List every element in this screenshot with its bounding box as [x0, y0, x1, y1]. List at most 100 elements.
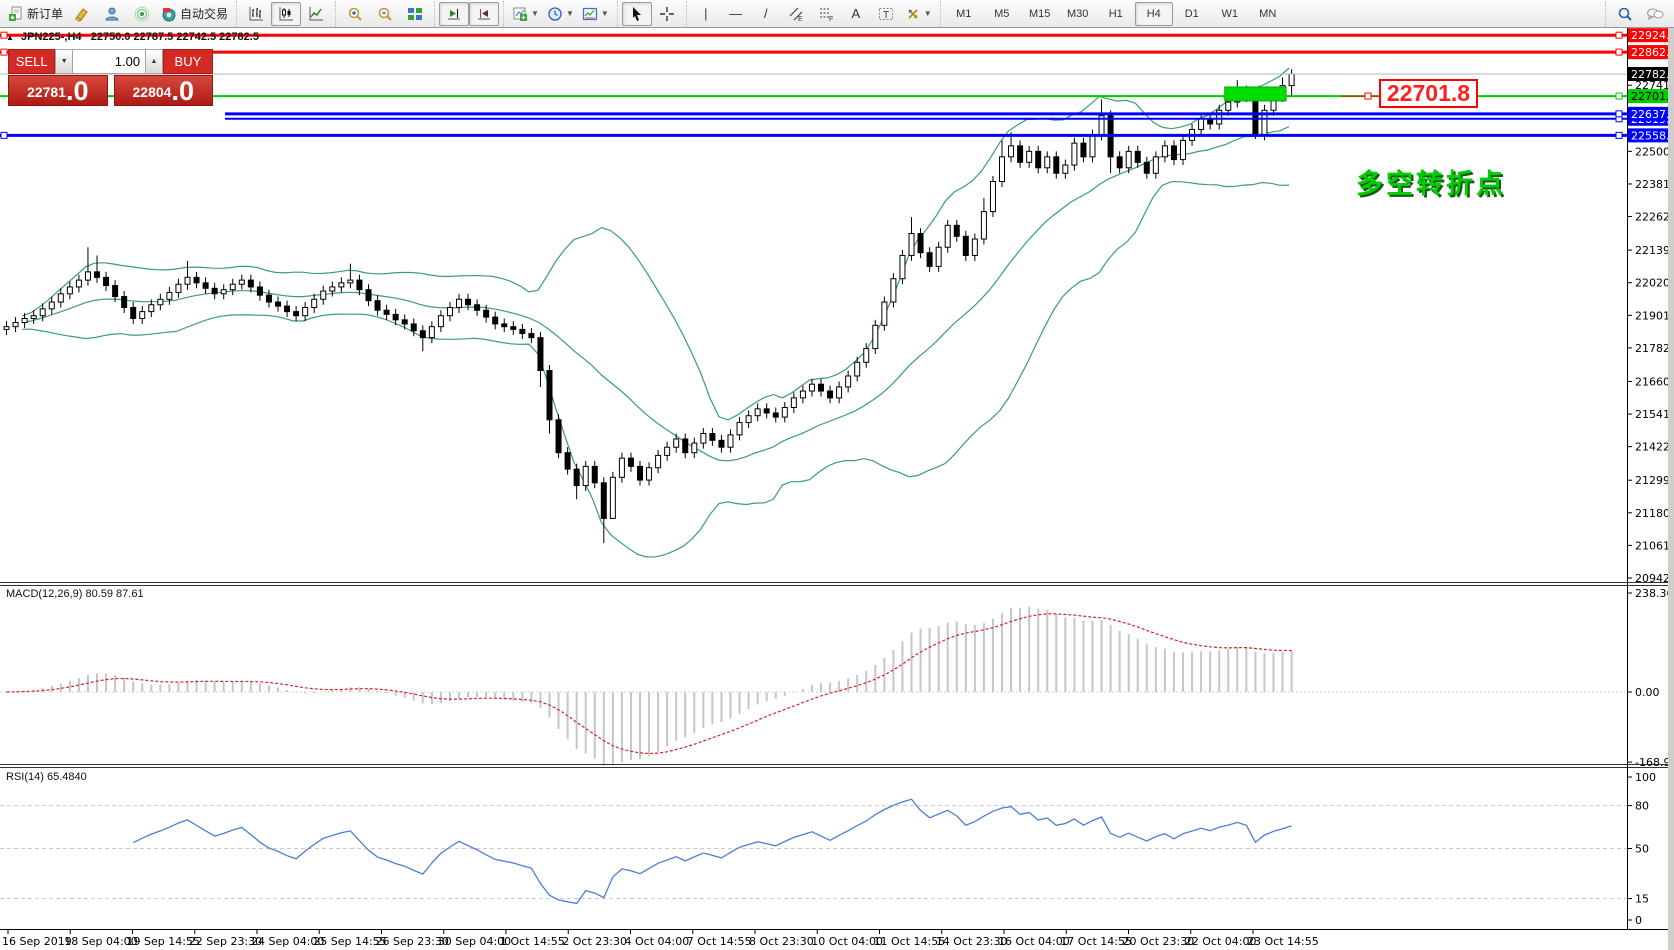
collapse-icon[interactable]: ▲	[6, 33, 14, 42]
profile-button[interactable]	[97, 2, 127, 26]
rsi-axis-label: 15	[1635, 893, 1649, 906]
main-chart[interactable]: 22924.122862.322782.522741.522701.822619…	[0, 27, 1674, 950]
candle	[193, 276, 200, 284]
candle	[275, 301, 281, 307]
chat-button[interactable]	[1640, 2, 1670, 26]
zoom-in-button[interactable]	[340, 2, 370, 26]
arrows-button[interactable]: ▼	[901, 2, 936, 26]
candle	[229, 283, 236, 291]
vertical-line-button[interactable]: |	[691, 2, 721, 26]
new-order-button[interactable]: 新订单	[4, 2, 67, 26]
indicators-button[interactable]: ▼	[508, 2, 543, 26]
timeframe-M1[interactable]: M1	[956, 7, 972, 20]
candle	[953, 224, 960, 237]
chart-shift-icon	[478, 8, 491, 19]
candle	[962, 235, 969, 256]
candle	[48, 301, 55, 310]
candle	[184, 276, 191, 285]
zoom-out-icon	[378, 7, 392, 21]
time-axis-label: 10 Oct 04:00	[811, 935, 883, 948]
signal-icon	[134, 6, 150, 21]
candle	[808, 383, 815, 392]
candles-layer	[3, 69, 1295, 544]
candle	[1053, 156, 1060, 174]
buy-price: 22804	[132, 84, 172, 100]
candle	[12, 322, 19, 328]
volume-decrease-button[interactable]: ▼	[55, 49, 74, 74]
candle	[347, 279, 354, 284]
volume-input[interactable]	[73, 49, 146, 74]
text-button[interactable]: A	[841, 2, 871, 26]
timeframe-MN[interactable]: MN	[1259, 7, 1277, 20]
buy-button[interactable]: BUY	[162, 49, 213, 74]
period-caret-icon: ▼	[565, 9, 574, 18]
line-chart-button[interactable]	[301, 2, 331, 26]
timeframe-H4[interactable]: H4	[1134, 1, 1173, 26]
candle	[618, 457, 625, 478]
candle	[537, 337, 544, 372]
timeframe-M30[interactable]: M30	[1067, 7, 1089, 20]
indicators-caret-icon: ▼	[531, 9, 539, 18]
candle	[926, 252, 933, 267]
candle	[872, 324, 879, 350]
timeframe-H1[interactable]: H1	[1108, 7, 1123, 20]
candle	[265, 294, 272, 303]
timeframe-M5[interactable]: M5	[994, 7, 1010, 20]
toolbar-group-scroll	[434, 0, 503, 27]
search-button[interactable]	[1610, 2, 1640, 26]
candle	[220, 289, 227, 295]
candle	[211, 287, 218, 295]
rsi-axis-label: 80	[1635, 800, 1649, 813]
fibonacci-button[interactable]: F	[811, 2, 841, 26]
candle	[284, 305, 291, 313]
candle	[899, 254, 906, 280]
auto-scroll-button[interactable]	[439, 1, 470, 26]
buy-price-box[interactable]: 22804 .0	[113, 75, 213, 106]
candle	[546, 370, 553, 421]
cursor-button[interactable]	[621, 1, 652, 26]
candle	[157, 298, 164, 306]
candle	[130, 306, 137, 319]
search-icon	[1618, 7, 1632, 21]
horizontal-line-button[interactable]: —	[721, 2, 751, 26]
timeframe-W1[interactable]: W1	[1221, 7, 1238, 20]
candle	[1125, 150, 1132, 169]
crosshair-button[interactable]	[652, 2, 682, 26]
time-axis-label: 30 Sep 04:00	[438, 935, 511, 948]
candle	[836, 386, 843, 399]
rsi-axis-label: 0	[1635, 914, 1642, 927]
candle	[501, 323, 508, 328]
sell-button[interactable]: SELL	[8, 49, 56, 74]
time-axis-label: 17 Oct 14:55	[1060, 935, 1132, 948]
time-axis-label: 16 Sep 2019	[2, 935, 72, 948]
trendline-button[interactable]: /	[751, 2, 781, 26]
template-button[interactable]: ▼	[578, 2, 613, 26]
signal-button[interactable]	[127, 2, 157, 26]
buy-price-pips: .0	[171, 76, 194, 106]
candle	[293, 311, 300, 317]
tile-windows-button[interactable]	[400, 2, 430, 26]
candlestick-chart-button[interactable]	[271, 1, 302, 26]
price-tick-label: 21061.5	[1635, 539, 1674, 552]
timeframe-D1[interactable]: D1	[1184, 7, 1199, 20]
arrows-caret-icon: ▼	[923, 9, 932, 18]
sell-price-box[interactable]: 22781 .0	[8, 75, 108, 106]
zoom-out-button[interactable]	[370, 2, 400, 26]
candle	[655, 454, 662, 469]
channel-button[interactable]: E	[781, 2, 811, 26]
bar-chart-button[interactable]	[241, 2, 271, 26]
macd-layer	[14, 606, 1293, 766]
time-axis-label: 23 Oct 14:55	[1247, 935, 1319, 948]
chart-shift-button[interactable]	[469, 1, 500, 26]
time-axis-label: 4 Oct 04:00	[625, 935, 690, 948]
autotrading-button[interactable]: 自动交易	[157, 2, 232, 26]
period-button[interactable]: ▼	[543, 2, 578, 26]
volume-increase-button[interactable]: ▲	[145, 49, 163, 74]
candle	[1080, 142, 1087, 158]
candle	[573, 468, 580, 487]
timeframe-M15[interactable]: M15	[1029, 7, 1051, 20]
profile-icon	[105, 7, 119, 20]
eraser-button[interactable]	[67, 2, 97, 26]
trendline-icon: /	[763, 6, 768, 21]
text-label-button[interactable]: T	[871, 2, 901, 26]
